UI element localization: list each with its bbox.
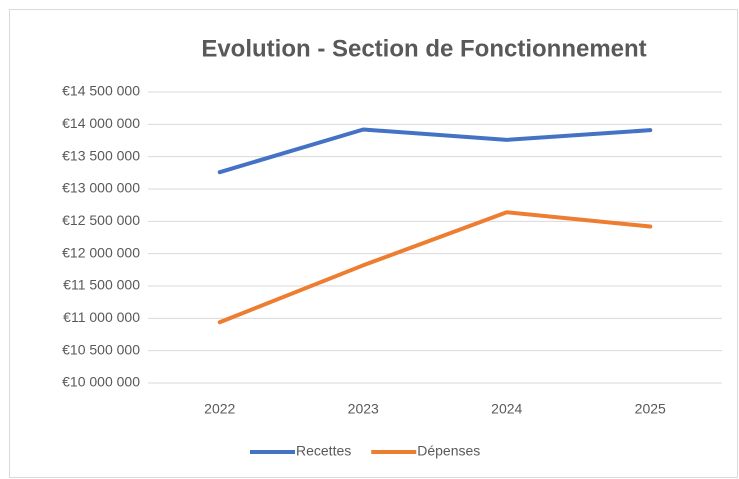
chart-title: Evolution - Section de Fonctionnement bbox=[201, 35, 646, 62]
y-tick-label: €11 500 000 bbox=[63, 277, 140, 293]
legend-label: Recettes bbox=[296, 443, 351, 459]
y-tick-label: €10 500 000 bbox=[62, 341, 140, 357]
data-line bbox=[217, 210, 653, 325]
y-tick-label: €12 500 000 bbox=[62, 212, 140, 228]
chart-border bbox=[9, 9, 738, 478]
x-tick-label: 2025 bbox=[635, 401, 666, 417]
y-tick-label: €11 000 000 bbox=[63, 309, 140, 325]
legend-label: Dépenses bbox=[417, 443, 480, 459]
y-tick-label: €10 000 000 bbox=[62, 374, 140, 390]
x-tick-label: 2022 bbox=[204, 401, 235, 417]
y-tick-label: €12 000 000 bbox=[62, 244, 140, 260]
y-tick-label: €13 000 000 bbox=[62, 180, 140, 196]
data-line bbox=[217, 127, 653, 175]
y-tick-label: €14 500 000 bbox=[62, 83, 140, 99]
x-tick-label: 2023 bbox=[348, 401, 379, 417]
y-tick-label: €14 000 000 bbox=[62, 115, 140, 131]
y-tick-label: €13 500 000 bbox=[62, 147, 140, 163]
x-tick-label: 2024 bbox=[491, 401, 522, 417]
